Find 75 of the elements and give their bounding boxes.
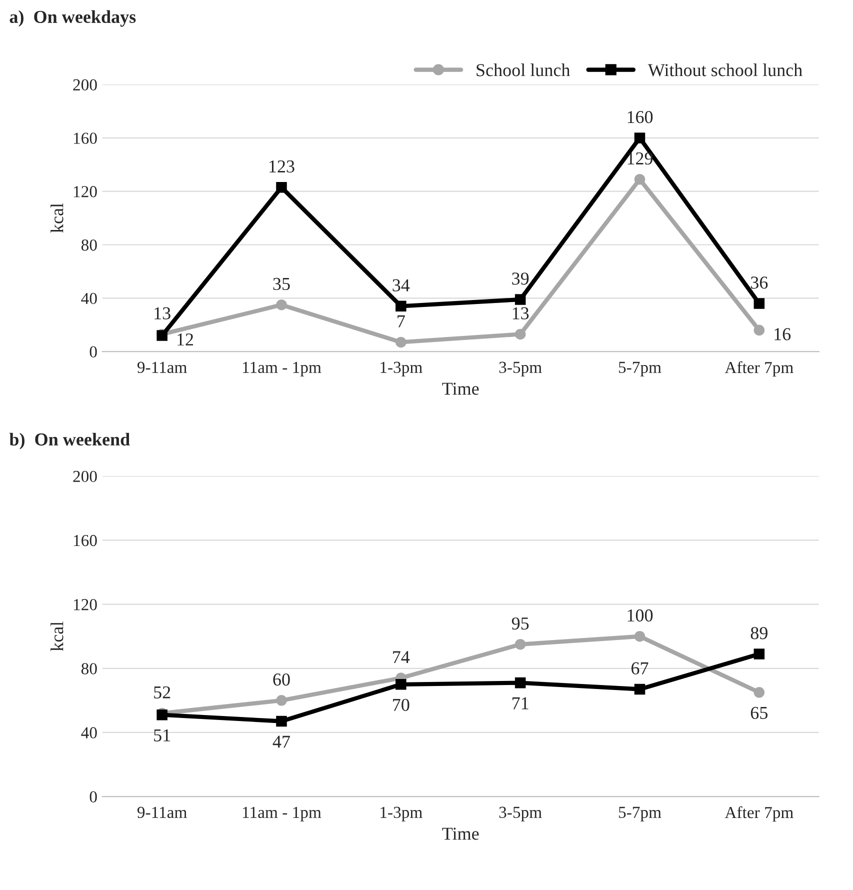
point [396,336,406,348]
chart-title: a) On weekdays [10,10,136,27]
data-label: 7 [398,315,405,328]
point [276,182,287,193]
x-axis-title: Time [442,382,479,395]
x-tick-label: 11am - 1pm [243,362,322,376]
point [634,684,646,695]
data-label: 52 [154,686,170,698]
y-tick-label: 120 [74,599,97,610]
y-tick-label: 120 [74,186,97,198]
data-label: 67 [632,662,648,674]
data-label: 39 [512,272,529,285]
data-label: 12 [178,333,194,346]
chart-title: b) On weekend [9,432,130,450]
data-label: 123 [270,160,294,173]
point [514,677,526,688]
y-axis-title: kcal [50,622,64,652]
data-label: 95 [512,617,529,630]
point [276,299,287,310]
point [514,638,526,650]
point [514,328,526,340]
y-tick-label: 80 [81,663,97,674]
point [634,132,646,144]
y-tick-label: 160 [74,132,97,144]
data-label: 129 [628,152,653,165]
x-tick-label: 3-5pm [499,362,542,376]
y-axis-title: kcal [50,203,64,233]
x-tick-label: 9-11am [137,362,187,373]
legend-label: School lunch [476,64,570,76]
y-tick-label: 200 [73,470,97,482]
data-label: 89 [750,627,768,640]
legend-label: Without school lunch [648,64,802,76]
data-label: 36 [751,276,768,289]
point [396,300,406,312]
point [754,298,765,309]
y-tick-label: 80 [81,239,97,251]
data-label: 65 [750,706,768,720]
point [276,695,287,706]
y-tick-label: 40 [81,727,97,738]
data-label: 60 [273,673,290,686]
x-axis-title: Time [442,828,479,840]
data-label: 74 [393,651,410,664]
data-label: 13 [512,307,529,320]
y-tick-label: 0 [90,346,97,358]
x-tick-label: 3-5pm [499,806,542,822]
point [276,716,287,727]
y-tick-label: 200 [73,79,97,90]
point [754,324,765,336]
x-tick-label: 5-7pm [618,362,662,376]
data-label: 34 [392,279,410,292]
point [754,687,765,698]
point [396,679,406,690]
data-label: 71 [512,697,528,710]
point [514,294,526,305]
point [754,648,765,660]
y-tick-label: 40 [81,292,97,304]
point [634,174,646,185]
data-label: 16 [774,328,791,340]
x-tick-label: 11am - 1pm [243,806,322,822]
data-label: 51 [154,729,170,742]
x-tick-label: After 7pm [724,361,794,377]
data-label: 47 [272,736,290,748]
point [634,630,646,642]
data-label: 70 [393,698,410,712]
x-tick-label: 1-3pm [380,362,422,376]
data-label: 13 [154,307,170,320]
y-tick-label: 160 [74,534,97,546]
x-tick-label: 5-7pm [618,806,662,822]
data-label: 100 [628,609,653,622]
y-tick-label: 0 [90,791,97,802]
x-tick-label: 9-11am [137,806,187,818]
data-label: 35 [273,278,290,290]
x-tick-label: 1-3pm [380,806,422,822]
x-tick-label: After 7pm [724,806,794,822]
data-label: 160 [628,110,653,124]
